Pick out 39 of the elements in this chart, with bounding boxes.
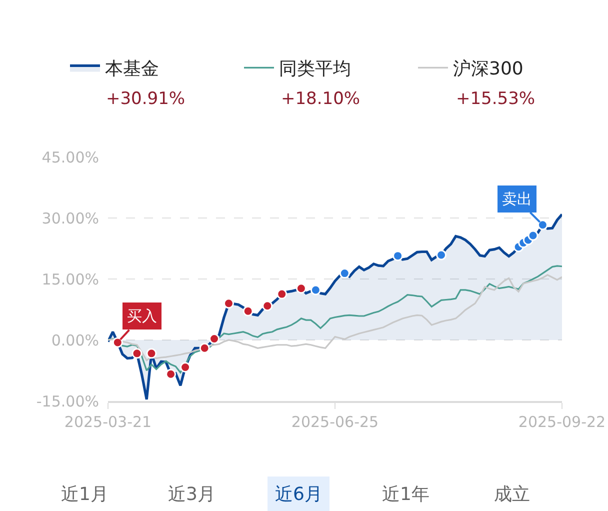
legend-label: 沪深300 <box>453 58 524 80</box>
y-tick-label: 30.00% <box>42 209 99 228</box>
text: 近3月 <box>168 484 216 505</box>
text: +15.53% <box>456 89 536 109</box>
text: 近6月 <box>275 484 322 505</box>
legend-label: 本基金 <box>105 58 159 80</box>
point <box>146 348 157 359</box>
point <box>132 348 142 359</box>
point <box>242 306 254 316</box>
x-tick-label: 2025-06-25 <box>291 412 379 431</box>
point <box>276 288 288 300</box>
point <box>436 250 447 260</box>
x-tick-label: 2025-09-22 <box>518 412 606 431</box>
x-tick-label: 2025-03-21 <box>64 412 152 431</box>
y-tick-label: 45.00% <box>42 148 99 166</box>
point <box>199 342 210 354</box>
point <box>166 368 176 380</box>
series-label: 买入 <box>127 307 157 325</box>
point <box>392 250 404 262</box>
text: +18.10% <box>281 89 360 109</box>
y-tick-label: -15.00% <box>36 392 99 410</box>
y-tick-label: 15.00% <box>42 270 99 288</box>
point <box>262 300 273 312</box>
point <box>209 334 220 344</box>
line-series <box>108 265 562 374</box>
line-series <box>108 274 562 362</box>
point <box>296 283 306 294</box>
text: +30.91% <box>106 89 186 109</box>
text: 成立 <box>494 484 530 505</box>
text: 近1年 <box>382 484 430 505</box>
point <box>310 284 321 296</box>
point <box>537 220 548 230</box>
point <box>528 230 538 241</box>
point <box>112 337 123 348</box>
y-tick-label: 0.00% <box>51 331 99 350</box>
point <box>339 268 350 279</box>
series-label: 卖出 <box>502 190 532 208</box>
legend-label: 同类平均 <box>279 58 351 80</box>
text: 近1月 <box>61 484 108 505</box>
